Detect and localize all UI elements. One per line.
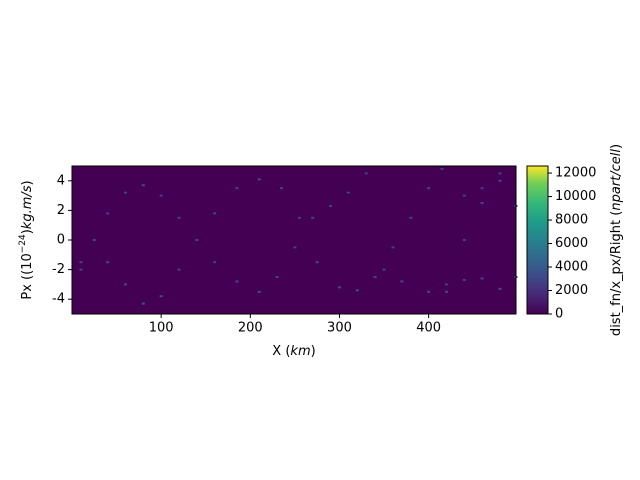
heat-cell bbox=[315, 261, 319, 264]
heat-cell bbox=[382, 268, 386, 271]
colorbar-label: dist_fn/x_px/Right (npart/cell) bbox=[609, 144, 624, 336]
heat-cell bbox=[123, 283, 127, 286]
heat-cell bbox=[427, 187, 431, 190]
heat-cell bbox=[373, 276, 377, 278]
heat-cell bbox=[141, 184, 145, 187]
heat-cell bbox=[400, 280, 404, 283]
colorbar-tick-label: 2000 bbox=[555, 283, 588, 298]
x-tick-label: 100 bbox=[149, 321, 174, 336]
colorbar-tick-label: 12000 bbox=[555, 166, 596, 181]
heat-cell bbox=[462, 194, 466, 197]
heat-cell bbox=[409, 216, 413, 219]
heat-cell bbox=[364, 172, 368, 175]
heat-cell bbox=[79, 261, 83, 264]
heat-cell bbox=[123, 191, 127, 194]
heat-cell bbox=[280, 187, 284, 190]
heat-cell bbox=[311, 216, 315, 219]
heat-cell bbox=[444, 283, 448, 286]
heat-cell bbox=[257, 290, 261, 293]
x-tick-label: 200 bbox=[238, 321, 263, 336]
heat-cell bbox=[337, 286, 341, 289]
heat-cell bbox=[177, 216, 181, 219]
heat-cell bbox=[293, 246, 297, 249]
plot-area bbox=[72, 166, 516, 314]
y-tick-label: 0 bbox=[57, 233, 65, 248]
heat-cell bbox=[498, 287, 502, 290]
heat-cell bbox=[79, 268, 83, 271]
y-axis-label: Px ((10−24)kg.m/s) bbox=[18, 180, 35, 299]
x-tick-label: 400 bbox=[416, 321, 441, 336]
heat-cell bbox=[480, 202, 484, 204]
heat-cell bbox=[159, 295, 163, 298]
heat-cell bbox=[106, 261, 110, 264]
colorbar-tick-label: 0 bbox=[555, 307, 563, 322]
heat-cell bbox=[213, 212, 217, 215]
y-tick-label: -4 bbox=[52, 292, 65, 307]
heat-cell bbox=[329, 204, 333, 207]
colorbar-tick-label: 4000 bbox=[555, 260, 588, 275]
heat-cell bbox=[440, 167, 444, 170]
x-axis-label: X (km) bbox=[272, 344, 315, 359]
heat-cell bbox=[106, 212, 110, 215]
heat-cell bbox=[235, 280, 239, 283]
y-tick-label: 4 bbox=[57, 173, 65, 188]
colorbar-tick-label: 10000 bbox=[555, 189, 596, 204]
heat-cell bbox=[355, 289, 359, 292]
heat-cell bbox=[213, 261, 217, 264]
heat-cell bbox=[141, 302, 145, 305]
heat-cell bbox=[235, 187, 239, 190]
heat-cell bbox=[195, 239, 199, 241]
heat-cell bbox=[498, 172, 502, 175]
heat-cell bbox=[275, 276, 279, 278]
y-tick-label: -2 bbox=[52, 262, 65, 277]
colorbar bbox=[526, 165, 549, 315]
heat-cell bbox=[427, 290, 431, 293]
heat-cell bbox=[462, 239, 466, 241]
heat-cell bbox=[462, 278, 466, 281]
heat-cell bbox=[257, 178, 261, 181]
heat-cell bbox=[444, 290, 448, 293]
heat-cell bbox=[297, 216, 301, 219]
colorbar-tick-label: 8000 bbox=[555, 213, 588, 228]
heat-cell bbox=[480, 277, 484, 280]
heat-cell bbox=[391, 246, 395, 249]
heat-cell bbox=[346, 191, 350, 194]
x-tick-label: 300 bbox=[327, 321, 352, 336]
colorbar-tick-label: 6000 bbox=[555, 236, 588, 251]
heat-cell bbox=[177, 268, 181, 271]
heat-cell bbox=[498, 179, 502, 182]
heat-cell bbox=[92, 239, 96, 241]
y-tick-label: 2 bbox=[57, 203, 65, 218]
heat-cell bbox=[159, 194, 163, 197]
heat-cell bbox=[480, 187, 484, 190]
